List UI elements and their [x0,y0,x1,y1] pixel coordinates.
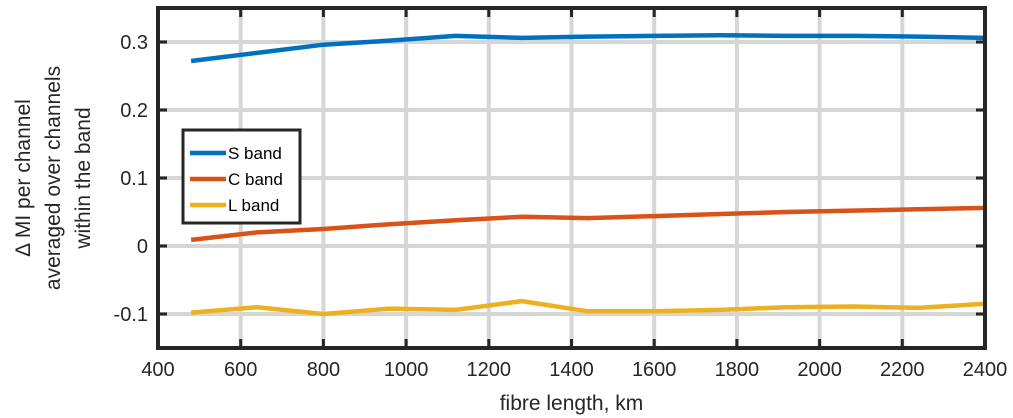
x-axis-title: fibre length, km [500,392,644,415]
x-tick-label: 1600 [632,359,677,381]
x-tick-label: 1800 [715,359,760,381]
x-tick-label: 2400 [963,359,1008,381]
l-band-line [190,298,986,317]
x-tick-label: 1400 [549,359,594,381]
x-tick-label: 600 [224,359,257,381]
tick-labels: 400 600 800 1000 1200 1400 1600 1800 2000 2200 240… [114,8,1008,381]
legend-label: S band [228,144,282,163]
c-band-line [190,205,986,243]
x-tick-label: 800 [307,359,340,381]
legend-label: C band [228,170,283,189]
y-axis-title-line-1: Δ MI per channel [12,99,35,257]
legend: S band C band L band [181,128,302,225]
x-tick-label: 400 [141,359,174,381]
x-tick-label: 2000 [797,359,842,381]
x-tick-label: 2200 [880,359,925,381]
y-tick-label: 0 [137,236,148,258]
y-tick-label: 0.3 [120,32,148,54]
x-tick-label: 1200 [467,359,512,381]
series-lines [190,32,986,317]
y-tick-label: 0.1 [120,168,148,190]
legend-box [181,128,302,225]
legend-label: L band [228,196,279,215]
y-axis-title-line-2: averaged over channels [42,66,65,290]
s-band-line [190,32,986,64]
y-tick-label: 0.2 [120,100,148,122]
y-tick-label: -0.1 [114,304,148,326]
y-axis-title-line-3: within the band [72,107,95,249]
x-tick-label: 1000 [384,359,429,381]
y-axis-title: Δ MI per channel averaged over channels … [12,66,95,290]
